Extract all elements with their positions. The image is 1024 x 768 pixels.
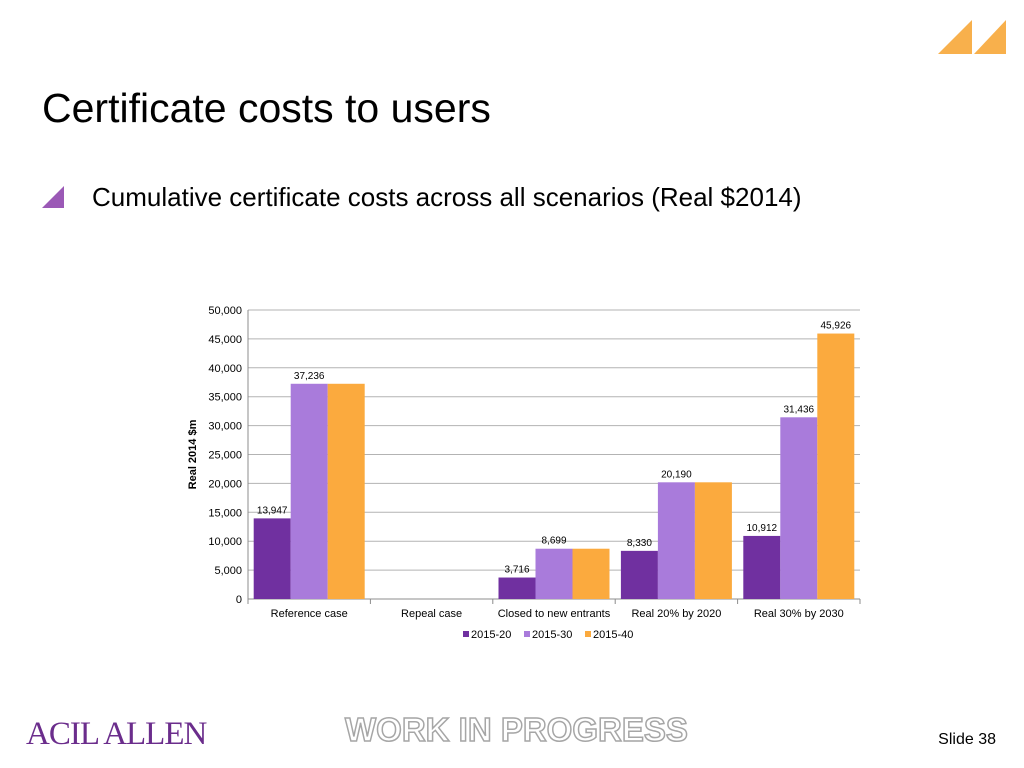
y-tick-label: 25,000 bbox=[208, 450, 242, 462]
legend-label: 2015-20 bbox=[471, 629, 511, 641]
watermark: WORK IN PROGRESS bbox=[344, 710, 688, 749]
y-tick-label: 10,000 bbox=[208, 536, 242, 548]
slide-number: Slide 38 bbox=[938, 731, 996, 748]
bar bbox=[694, 482, 732, 599]
triangle-bullet-icon bbox=[42, 186, 64, 208]
bullet-point: Cumulative certificate costs across all … bbox=[42, 184, 802, 210]
y-tick-label: 50,000 bbox=[208, 305, 242, 317]
bar bbox=[535, 548, 573, 599]
bar bbox=[327, 383, 365, 599]
y-tick-label: 40,000 bbox=[208, 363, 242, 375]
data-label: 37,236 bbox=[294, 371, 325, 382]
data-label: 13,947 bbox=[257, 505, 288, 516]
bar bbox=[498, 577, 536, 599]
bar-chart: 0 5,000 10,000 15,000 20,000 25,000 30,000 35,0… bbox=[187, 305, 861, 641]
legend-label: 2015-30 bbox=[532, 629, 572, 641]
data-label: 20,190 bbox=[661, 469, 692, 480]
bar bbox=[817, 333, 855, 599]
page-title: Certificate costs to users bbox=[42, 85, 491, 131]
data-label: 3,716 bbox=[504, 565, 529, 576]
legend-swatch bbox=[524, 631, 530, 637]
bar bbox=[572, 548, 610, 599]
y-tick-label: 30,000 bbox=[208, 421, 242, 433]
bar bbox=[780, 417, 818, 599]
y-tick-label: 20,000 bbox=[208, 478, 242, 490]
x-tick-label: Real 30% by 2030 bbox=[754, 608, 844, 620]
bar bbox=[290, 383, 328, 599]
data-label: 45,926 bbox=[821, 321, 852, 332]
legend-swatch bbox=[585, 631, 591, 637]
x-tick-label: Closed to new entrants bbox=[498, 608, 611, 620]
data-label: 31,436 bbox=[784, 404, 815, 415]
legend-swatch bbox=[463, 631, 469, 637]
y-axis-label: Real 2014 $m bbox=[187, 419, 199, 489]
y-tick-label: 5,000 bbox=[214, 565, 242, 577]
y-tick-label: 35,000 bbox=[208, 392, 242, 404]
bar bbox=[657, 482, 695, 599]
y-tick-label: 0 bbox=[236, 594, 242, 606]
data-label: 8,330 bbox=[627, 538, 652, 549]
y-tick-label: 15,000 bbox=[208, 507, 242, 519]
data-label: 8,699 bbox=[541, 536, 566, 547]
legend-label: 2015-40 bbox=[593, 629, 633, 641]
x-tick-label: Reference case bbox=[271, 608, 348, 620]
bar bbox=[253, 518, 291, 599]
data-label: 10,912 bbox=[747, 523, 778, 534]
x-tick-label: Real 20% by 2020 bbox=[631, 608, 721, 620]
bar bbox=[743, 535, 781, 599]
double-triangle-logo-icon bbox=[938, 20, 1006, 54]
brand-logo: ACIL ALLEN bbox=[26, 716, 207, 752]
x-tick-label: Repeal case bbox=[401, 608, 462, 620]
bar bbox=[620, 550, 658, 599]
y-tick-label: 45,000 bbox=[208, 334, 242, 346]
bullet-text: Cumulative certificate costs across all … bbox=[92, 182, 802, 212]
